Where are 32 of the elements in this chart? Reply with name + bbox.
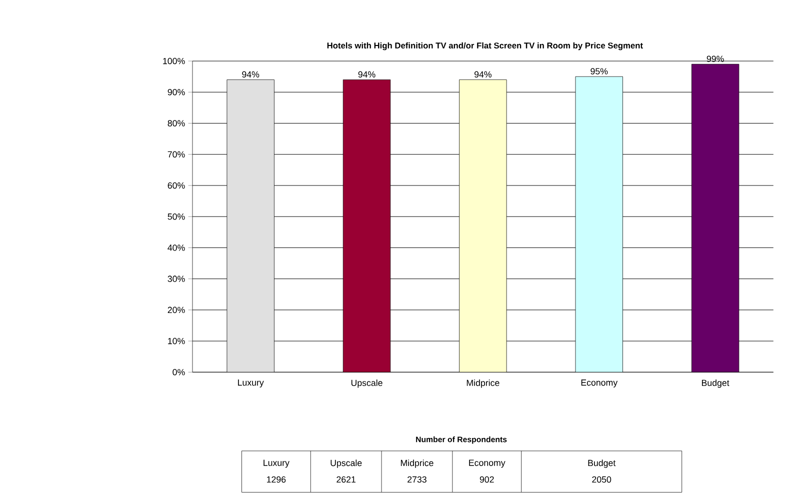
x-tick-label: Upscale	[351, 379, 382, 388]
category-label: Budget	[588, 460, 616, 468]
y-tick-label: 30%	[168, 276, 185, 282]
chart-title: Hotels with High Definition TV and/or Flat Screen TV in Room by Price Segment	[327, 42, 643, 50]
category-label: Economy	[469, 460, 506, 468]
text: 2733	[408, 476, 426, 483]
y-tick-label: 40%	[168, 244, 185, 251]
x-tick-label: Economy	[581, 379, 618, 388]
x-tick-label: Luxury	[238, 379, 264, 388]
y-tick-label: 50%	[168, 213, 185, 220]
y-tick-label: 60%	[168, 182, 185, 189]
y-tick-label: 0%	[172, 368, 185, 376]
y-tick-label: 10%	[168, 338, 185, 344]
y-tick-label: 100%	[163, 58, 185, 64]
data-label: 94%	[474, 71, 492, 78]
text: 1296	[267, 476, 286, 483]
data-label: 94%	[242, 71, 260, 78]
x-tick-label: Budget	[702, 379, 730, 388]
y-tick-label: 70%	[168, 151, 185, 158]
data-label: 94%	[358, 71, 376, 78]
y-tick-label: 90%	[168, 88, 185, 96]
data-label: 99%	[706, 56, 724, 62]
text: 902	[480, 476, 494, 483]
text: 2050	[592, 476, 612, 483]
x-tick-label: Midprice	[466, 379, 500, 388]
text: 2621	[336, 476, 356, 483]
data-label: 95%	[590, 68, 608, 74]
category-label: Luxury	[264, 460, 290, 468]
y-tick-label: 20%	[168, 306, 185, 313]
y-tick-label: 80%	[168, 120, 185, 126]
category-label: Midprice	[400, 460, 434, 468]
category-label: Upscale	[330, 460, 362, 468]
